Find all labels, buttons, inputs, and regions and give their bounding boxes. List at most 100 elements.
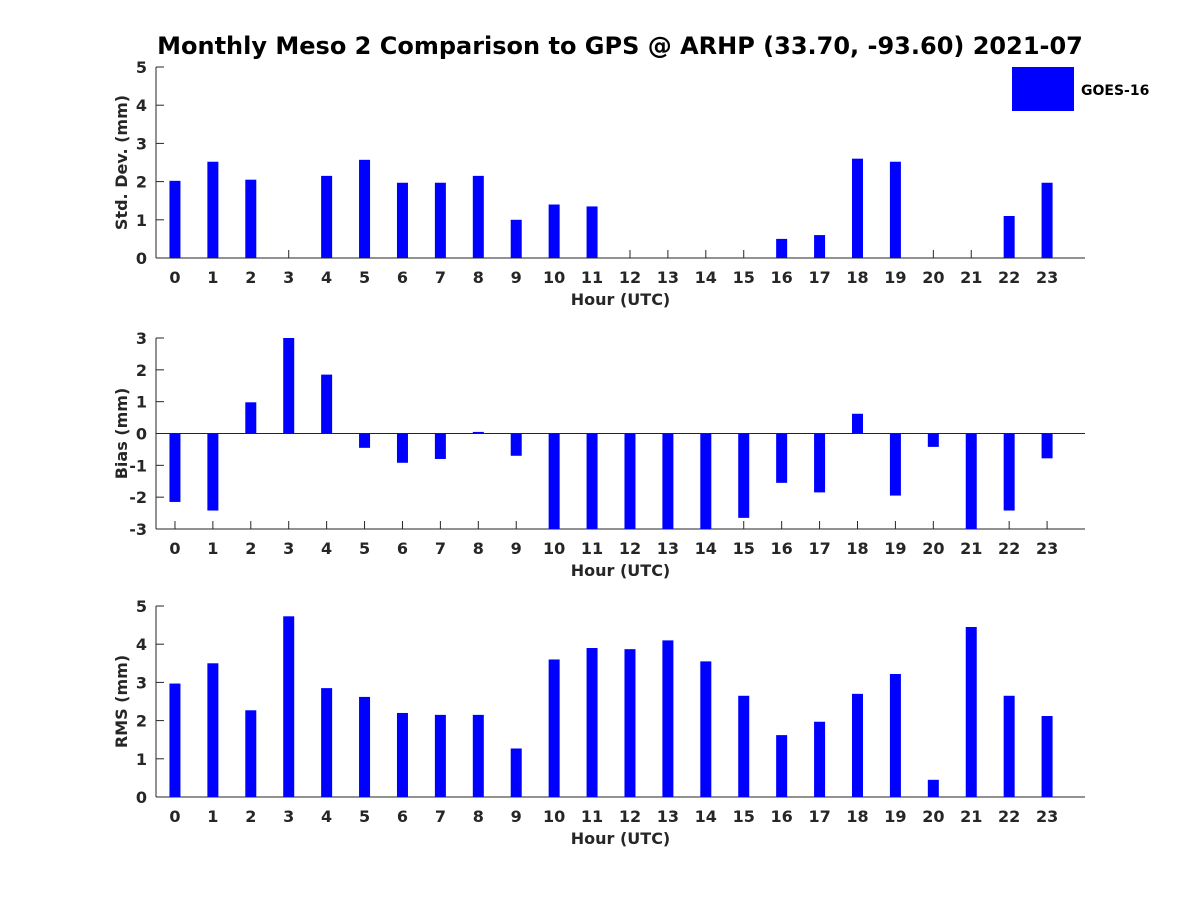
bar-hour-9	[510, 433, 522, 456]
x-tick-label: 8	[473, 539, 484, 558]
bar-hour-18	[851, 413, 863, 434]
bar-hour-9	[510, 748, 522, 797]
bar-hour-0	[169, 433, 181, 502]
bar-hour-5	[359, 433, 371, 448]
bar-hour-16	[776, 238, 788, 258]
bar-hour-15	[738, 695, 750, 797]
x-tick-label: 22	[998, 539, 1020, 558]
y-tick-label: 5	[136, 597, 147, 616]
y-tick-label: 4	[136, 635, 147, 654]
bar-hour-11	[586, 433, 598, 529]
bar-hour-22	[1003, 215, 1015, 258]
x-tick-label: 5	[359, 807, 370, 826]
x-tick-label: 9	[511, 539, 522, 558]
bar-hour-2	[245, 402, 257, 434]
x-tick-label: 20	[922, 807, 944, 826]
x-tick-label: 0	[169, 807, 180, 826]
x-tick-label: 0	[169, 539, 180, 558]
bar-hour-8	[472, 431, 484, 434]
x-tick-label: 4	[321, 807, 332, 826]
x-tick-label: 6	[397, 268, 408, 287]
x-tick-label: 22	[998, 807, 1020, 826]
x-tick-label: 13	[657, 539, 679, 558]
bar-hour-14	[700, 433, 712, 529]
bar-hour-3	[283, 616, 295, 797]
x-tick-label: 16	[771, 807, 793, 826]
x-tick-label: 5	[359, 539, 370, 558]
x-tick-label: 8	[473, 807, 484, 826]
x-tick-label: 0	[169, 268, 180, 287]
x-tick-label: 10	[543, 539, 565, 558]
bar-hour-23	[1041, 716, 1053, 797]
bar-hour-12	[624, 649, 636, 797]
x-tick-label: 3	[283, 539, 294, 558]
x-tick-label: 4	[321, 268, 332, 287]
bar-hour-1	[207, 161, 219, 258]
y-tick-label: 1	[136, 750, 147, 769]
y-tick-label: 3	[136, 329, 147, 348]
x-tick-label: 17	[808, 268, 830, 287]
y-tick-label: -3	[129, 520, 147, 539]
bar-hour-13	[662, 640, 674, 797]
legend-label: GOES-16	[1081, 83, 1149, 99]
bar-hour-13	[662, 433, 674, 529]
x-tick-label: 15	[733, 807, 755, 826]
x-tick-label: 2	[245, 807, 256, 826]
x-tick-label: 18	[846, 268, 868, 287]
y-tick-label: 2	[136, 361, 147, 380]
y-tick-label: -1	[129, 456, 147, 475]
bar-hour-2	[245, 179, 257, 258]
chart-title: Monthly Meso 2 Comparison to GPS @ ARHP …	[157, 32, 1083, 60]
y-tick-label: 3	[136, 134, 147, 153]
bar-hour-19	[889, 161, 901, 258]
x-tick-label: 13	[657, 268, 679, 287]
y-tick-label: 3	[136, 673, 147, 692]
bar-hour-11	[586, 206, 598, 258]
x-axis-label: Hour (UTC)	[571, 290, 671, 309]
x-tick-label: 13	[657, 807, 679, 826]
x-tick-label: 9	[511, 807, 522, 826]
bar-hour-5	[359, 696, 371, 797]
x-tick-label: 21	[960, 807, 982, 826]
x-tick-label: 14	[695, 268, 717, 287]
bar-hour-7	[434, 433, 446, 459]
bar-hour-4	[321, 688, 333, 797]
bar-hour-21	[965, 433, 977, 529]
y-tick-label: 4	[136, 96, 147, 115]
x-tick-label: 19	[884, 807, 906, 826]
x-tick-label: 18	[846, 539, 868, 558]
x-axis-label: Hour (UTC)	[571, 561, 671, 580]
bar-hour-21	[965, 627, 977, 797]
bar-hour-10	[548, 433, 560, 529]
bar-hour-18	[851, 158, 863, 258]
bar-hour-4	[321, 175, 333, 258]
bar-hour-23	[1041, 433, 1053, 459]
y-tick-label: 2	[136, 712, 147, 731]
y-axis-label: Bias (mm)	[112, 388, 131, 480]
x-tick-label: 9	[511, 268, 522, 287]
bar-hour-9	[510, 219, 522, 258]
bar-hour-7	[434, 714, 446, 797]
y-tick-label: 1	[136, 393, 147, 412]
y-tick-label: 5	[136, 58, 147, 77]
bar-hour-19	[889, 433, 901, 496]
x-tick-label: 5	[359, 268, 370, 287]
y-tick-label: 2	[136, 173, 147, 192]
x-tick-label: 3	[283, 268, 294, 287]
bar-hour-8	[472, 175, 484, 258]
bar-hour-6	[396, 712, 408, 797]
x-tick-label: 10	[543, 807, 565, 826]
y-tick-label: -2	[129, 488, 147, 507]
x-tick-label: 7	[435, 807, 446, 826]
bar-hour-2	[245, 710, 257, 797]
bar-hour-20	[927, 779, 939, 797]
bar-hour-10	[548, 204, 560, 258]
y-tick-label: 0	[136, 425, 147, 444]
bar-hour-0	[169, 180, 181, 258]
y-axis-label: RMS (mm)	[112, 655, 131, 748]
x-tick-label: 12	[619, 268, 641, 287]
x-tick-label: 16	[771, 268, 793, 287]
x-tick-label: 11	[581, 539, 603, 558]
x-tick-label: 17	[808, 807, 830, 826]
x-tick-label: 1	[207, 268, 218, 287]
